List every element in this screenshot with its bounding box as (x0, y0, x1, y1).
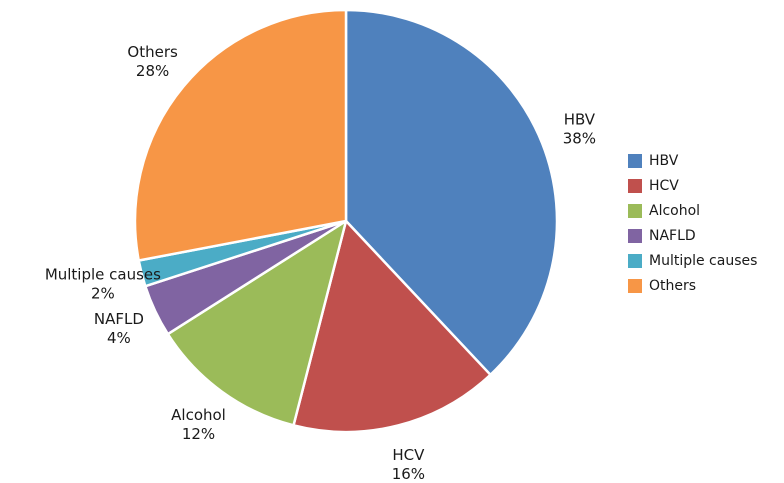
legend-label-hcv: HCV (649, 178, 679, 194)
slice-label-multiple-causes: Multiple causes 2% (45, 265, 161, 302)
legend-swatch-nafld (628, 229, 642, 243)
legend-swatch-hbv (628, 154, 642, 168)
legend-label-hbv: HBV (649, 153, 679, 169)
legend-label-others: Others (649, 278, 697, 294)
pie-slice-hbv (344, 8, 559, 377)
legend-swatch-multiple-causes (628, 254, 642, 268)
slice-label-others: Others 28% (127, 43, 178, 80)
legend-swatch-alcohol (628, 204, 642, 218)
pie-slice-others (133, 8, 348, 262)
legend-item-multiple-causes: Multiple causes (628, 253, 757, 269)
legend-item-hbv: HBV (628, 153, 757, 169)
legend-item-alcohol: Alcohol (628, 203, 757, 219)
legend-item-nafld: NAFLD (628, 228, 757, 244)
slice-label-hbv: HBV 38% (563, 111, 596, 148)
legend-swatch-hcv (628, 179, 642, 193)
slice-label-nafld: NAFLD 4% (94, 310, 144, 347)
legend-item-others: Others (628, 278, 757, 294)
pie-slice-alcohol (166, 219, 348, 427)
slice-label-alcohol: Alcohol 12% (171, 406, 226, 443)
legend-item-hcv: HCV (628, 178, 757, 194)
pie-slice-hcv (292, 219, 492, 434)
legend-swatch-others (628, 279, 642, 293)
legend: HBV HCV Alcohol NAFLD Multiple causes Others (628, 153, 757, 294)
legend-label-alcohol: Alcohol (649, 203, 701, 219)
legend-label-nafld: NAFLD (649, 228, 696, 244)
slice-label-hcv: HCV 16% (392, 446, 425, 483)
legend-label-multiple-causes: Multiple causes (649, 253, 758, 269)
